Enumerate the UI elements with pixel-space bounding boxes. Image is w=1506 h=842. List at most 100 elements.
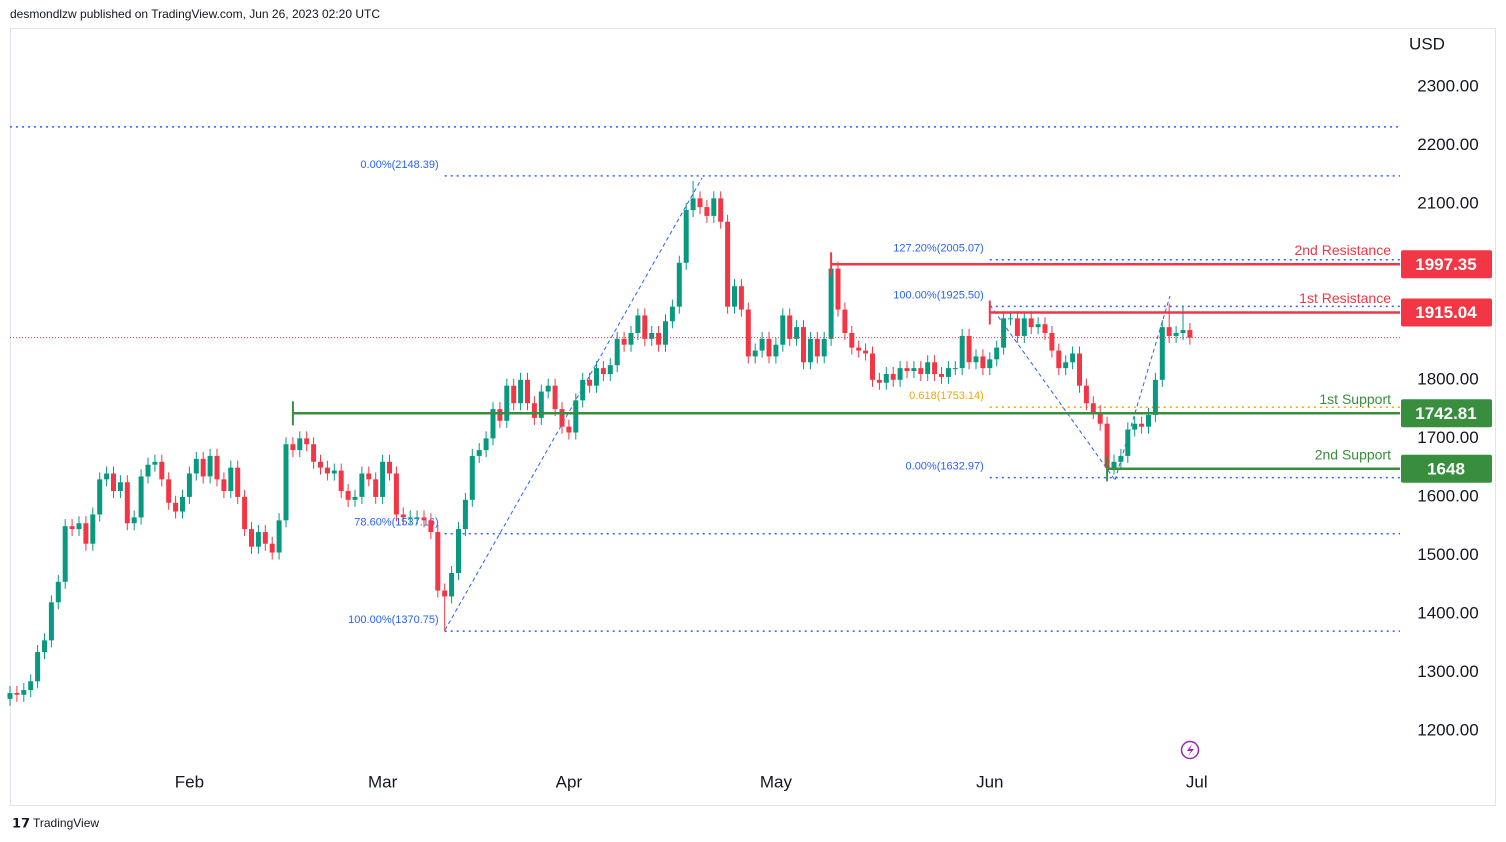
candle-body	[773, 344, 779, 357]
candle-body	[214, 455, 220, 480]
candle-body	[580, 379, 586, 401]
candle-body	[711, 198, 717, 216]
candle-body	[876, 379, 882, 383]
candle-body	[304, 438, 310, 445]
candle-body	[725, 221, 731, 307]
candle-body	[297, 438, 303, 451]
candle-body	[780, 315, 786, 345]
candle-body	[131, 517, 137, 524]
candle-body	[704, 207, 710, 216]
alert-bolt[interactable]	[1187, 744, 1194, 756]
candle-body	[587, 379, 593, 386]
level-price-box	[1401, 250, 1492, 279]
candle-body	[1042, 324, 1048, 333]
brand-logo[interactable]: 𝟭𝟳	[12, 815, 30, 830]
alert-circle[interactable]	[1180, 740, 1200, 760]
candle-body	[393, 473, 399, 515]
candle-body	[1166, 327, 1172, 336]
candle-body	[283, 444, 289, 521]
candle-body	[1083, 385, 1089, 404]
candle-body	[918, 368, 924, 374]
candle-body	[994, 347, 1000, 360]
candle-body	[400, 514, 406, 518]
candle-body	[48, 602, 54, 641]
candle-body	[1187, 330, 1193, 338]
zigzag	[989, 304, 1116, 481]
candle-body	[1021, 318, 1027, 336]
candle-body	[200, 458, 206, 477]
candle-body	[635, 315, 641, 333]
candle-body	[676, 262, 682, 307]
candle-body	[428, 520, 434, 533]
candle-body	[180, 496, 185, 512]
x-tick-label: Jul	[1186, 772, 1208, 791]
level-label: 1st Resistance	[1299, 290, 1391, 306]
candle-body	[290, 444, 296, 451]
candle-body	[518, 379, 524, 404]
candle-body	[366, 473, 372, 480]
candle-body	[255, 532, 261, 547]
alert-icon[interactable]	[1180, 740, 1200, 760]
y-tick-label: 1300.00	[1417, 662, 1478, 681]
candle-body	[1146, 414, 1151, 427]
candle-body	[331, 470, 337, 474]
fib-label: 0.00%(2148.39)	[360, 159, 438, 171]
candle-body	[28, 681, 34, 691]
brand[interactable]: 𝟭𝟳 TradingView	[12, 815, 99, 830]
y-tick-label: 2300.00	[1417, 77, 1478, 96]
candle-body	[952, 368, 958, 370]
candle-body	[83, 523, 89, 544]
chart-frame	[10, 28, 1496, 806]
level-price-label: 1648	[1427, 459, 1465, 478]
candle-body	[359, 473, 365, 497]
candle-body	[883, 373, 889, 383]
candle-body	[559, 409, 565, 427]
candle-body	[842, 309, 848, 333]
candle-body	[138, 476, 144, 518]
candle-body	[324, 467, 330, 474]
candle-body	[69, 526, 75, 530]
candle-body	[718, 198, 724, 222]
candle-body	[1056, 350, 1062, 369]
candle-body	[835, 268, 841, 310]
candle-body	[117, 482, 123, 492]
level-price-label: 1997.35	[1415, 255, 1476, 274]
candle-body	[801, 327, 806, 363]
candle-body	[104, 473, 110, 480]
candle-body	[387, 461, 392, 474]
candle-body	[814, 338, 820, 357]
candle-body	[856, 347, 862, 351]
candle-body	[932, 362, 938, 374]
candle-body	[642, 315, 648, 339]
candle-body	[497, 409, 503, 421]
brand-name[interactable]: TradingView	[33, 816, 99, 830]
candle-body	[173, 502, 179, 512]
candle-body	[738, 286, 744, 310]
candle-body	[794, 327, 800, 339]
candle-body	[1077, 353, 1082, 386]
candle-body	[904, 368, 910, 372]
candle-body	[159, 461, 165, 480]
level-price-box	[1401, 298, 1492, 327]
candle-body	[752, 350, 758, 357]
candle-body	[318, 461, 323, 468]
level-label: 2nd Support	[1315, 447, 1391, 463]
candle-body	[35, 652, 41, 682]
candle-body	[573, 400, 579, 433]
candle-body	[1008, 318, 1013, 320]
candle-body	[62, 526, 68, 582]
y-tick-label: 1200.00	[1417, 721, 1478, 740]
candle-body	[552, 385, 558, 410]
candle-body	[186, 473, 192, 497]
candle-body	[1125, 429, 1131, 456]
candle-body	[787, 315, 793, 339]
candle-body	[1028, 318, 1034, 328]
candle-body	[614, 338, 620, 366]
candle-body	[925, 362, 931, 374]
candle-body	[607, 365, 613, 374]
fib-label: 127.20%(2005.07)	[893, 243, 984, 255]
candle-body	[939, 373, 944, 377]
